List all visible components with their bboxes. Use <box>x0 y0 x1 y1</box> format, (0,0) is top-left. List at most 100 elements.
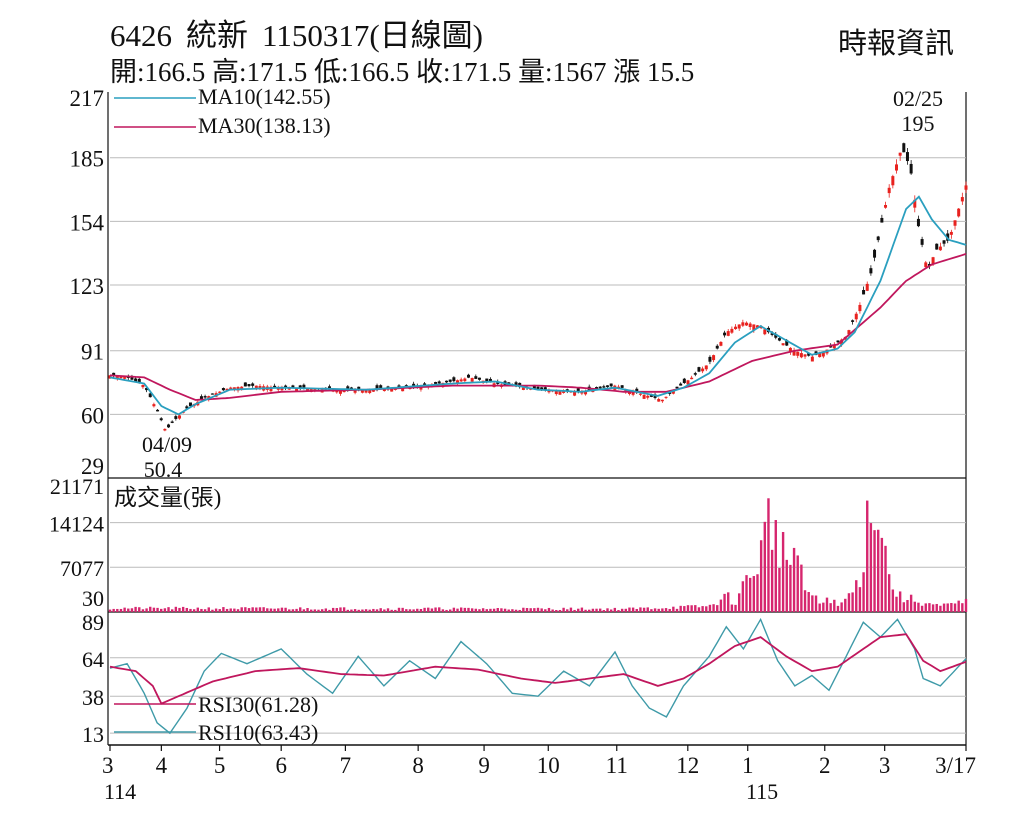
volume-bar <box>119 608 123 612</box>
volume-bar <box>631 607 635 612</box>
volume-bar <box>474 608 478 612</box>
volume-bar <box>620 608 624 612</box>
volume-bar <box>533 608 536 612</box>
volume-bar <box>737 593 741 612</box>
volume-bar <box>277 608 280 612</box>
candle-body <box>799 353 803 358</box>
volume-bar <box>467 607 470 612</box>
candle-body <box>752 324 756 331</box>
volume-bar <box>496 608 499 612</box>
candle-body <box>876 236 880 241</box>
volume-bar <box>456 608 459 612</box>
candle-body <box>152 404 156 407</box>
x-tick-label: 8 <box>412 753 424 778</box>
candle-body <box>521 387 525 390</box>
volume-bar <box>449 609 452 612</box>
volume-bar <box>741 581 745 612</box>
candle-body <box>167 424 171 428</box>
volume-bar <box>803 590 807 612</box>
chart-date: 1150317(日線圖) <box>262 18 483 53</box>
volume-bar <box>178 607 181 612</box>
candle-body <box>693 373 697 375</box>
candle-body <box>781 343 785 346</box>
price-summary: 開:166.5 高:171.5 低:166.5 收:171.5 量:1567 漲… <box>110 57 695 87</box>
candle-body <box>456 380 460 384</box>
candle-body <box>851 320 855 322</box>
volume-bar <box>138 607 141 612</box>
volume-bar <box>961 603 964 612</box>
volume-bar <box>145 608 148 612</box>
candle-body <box>488 378 492 383</box>
candle-body <box>291 385 295 389</box>
volume-tick-label: 30 <box>82 586 104 611</box>
year-label: 115 <box>746 779 778 804</box>
candle-body <box>254 385 258 389</box>
volume-bar <box>167 607 170 612</box>
volume-bar <box>708 604 712 612</box>
candle-body <box>115 376 119 379</box>
candle-body <box>543 387 547 391</box>
candle-body <box>188 402 192 407</box>
candle-body <box>638 393 642 395</box>
candle-body <box>371 389 375 392</box>
volume-bar <box>898 591 902 612</box>
candle-body <box>869 268 873 274</box>
candle-body <box>390 388 394 392</box>
candle-body <box>697 367 701 372</box>
volume-bar <box>269 608 273 612</box>
volume-bar <box>547 607 551 612</box>
volume-bar <box>434 607 437 612</box>
volume-bar <box>566 609 569 612</box>
candle-body <box>584 390 588 395</box>
x-tick-label: 1 <box>742 753 754 778</box>
volume-bar <box>130 608 134 612</box>
volume-bar <box>189 608 192 612</box>
x-tick-label: 3 <box>102 753 114 778</box>
volume-bar <box>858 587 862 612</box>
volume-bar <box>335 608 339 612</box>
candle-body <box>880 217 884 223</box>
annotation-high-date: 02/25 <box>893 86 943 111</box>
volume-bar <box>401 607 404 612</box>
volume-bar <box>756 574 759 612</box>
volume-bar <box>796 555 799 612</box>
volume-bar <box>679 605 682 612</box>
volume-bar <box>379 608 382 612</box>
volume-bar <box>887 574 891 612</box>
candle-body <box>178 415 182 419</box>
volume-bar <box>551 609 554 612</box>
price-tick-label: 29 <box>81 454 104 479</box>
volume-bar <box>814 595 818 612</box>
volume-bar <box>716 605 719 612</box>
volume-bar <box>309 609 313 612</box>
candle-body <box>953 220 957 226</box>
candle-body <box>624 389 628 393</box>
volume-bar <box>613 607 617 612</box>
candle-body <box>562 390 566 393</box>
candle-body <box>375 385 379 390</box>
candle-body <box>854 313 858 320</box>
candle-body <box>459 379 463 382</box>
candle-body <box>130 377 134 380</box>
candle-body <box>810 356 814 362</box>
volume-bar <box>653 608 657 612</box>
volume-bar <box>811 595 814 612</box>
volume-bar <box>792 547 796 612</box>
volume-bar <box>847 593 851 612</box>
volume-bar <box>529 608 532 612</box>
volume-bar <box>361 609 364 612</box>
candle-body <box>730 328 734 333</box>
volume-bar <box>518 609 521 612</box>
candle-body <box>734 326 738 330</box>
candle-body <box>938 246 942 251</box>
candle-body <box>346 386 350 390</box>
candle-body <box>247 384 251 387</box>
volume-bar <box>324 608 328 612</box>
annotation-high-value: 195 <box>902 111 935 136</box>
candle-body <box>884 204 888 208</box>
volume-bar <box>112 608 115 612</box>
candle-body <box>174 416 178 419</box>
volume-bar <box>844 598 847 612</box>
volume-bar <box>251 607 254 612</box>
volume-bar <box>701 606 704 612</box>
